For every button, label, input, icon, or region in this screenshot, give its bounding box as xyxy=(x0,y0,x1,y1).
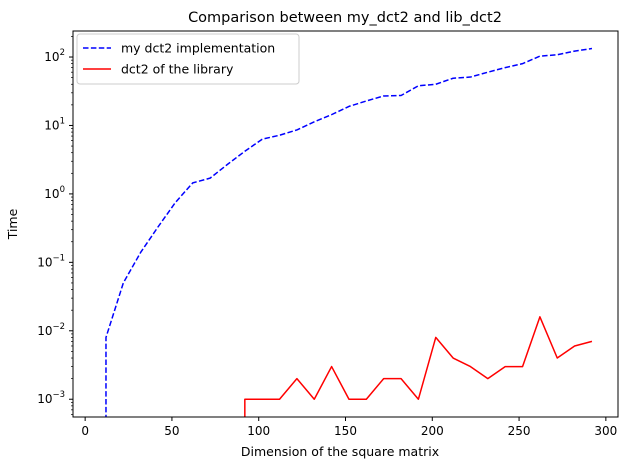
x-tick-label: 100 xyxy=(247,424,270,438)
y-axis: 10−3 10−2 10−1 100 101 102 xyxy=(37,36,73,415)
y-tick-label: 102 xyxy=(44,48,65,64)
legend-label-my-dct2: my dct2 implementation xyxy=(121,41,275,56)
chart-title: Comparison between my_dct2 and lib_dct2 xyxy=(188,10,502,26)
y-axis-label: Time xyxy=(5,208,20,240)
x-axis-label: Dimension of the square matrix xyxy=(241,444,439,459)
x-axis: 0 50 100 150 200 250 300 xyxy=(81,417,617,438)
y-tick-label: 101 xyxy=(44,116,65,132)
y-tick-label: 10−2 xyxy=(37,322,65,338)
legend-box xyxy=(76,33,300,85)
plot-frame xyxy=(72,30,619,418)
x-tick-label: 150 xyxy=(334,424,357,438)
series-line-0 xyxy=(105,47,593,417)
x-tick-label: 200 xyxy=(421,424,444,438)
series-line-1 xyxy=(244,316,593,417)
x-tick-label: 0 xyxy=(81,424,89,438)
x-tick-label: 300 xyxy=(594,424,617,438)
x-tick-label: 50 xyxy=(164,424,179,438)
legend-label-lib-dct2: dct2 of the library xyxy=(121,62,234,77)
y-tick-label: 100 xyxy=(44,185,65,201)
legend: my dct2 implementation dct2 of the libra… xyxy=(76,33,300,85)
y-tick-label: 10−1 xyxy=(37,253,65,269)
series-layer xyxy=(105,47,593,417)
x-tick-label: 250 xyxy=(508,424,531,438)
y-tick-label: 10−3 xyxy=(37,390,65,406)
